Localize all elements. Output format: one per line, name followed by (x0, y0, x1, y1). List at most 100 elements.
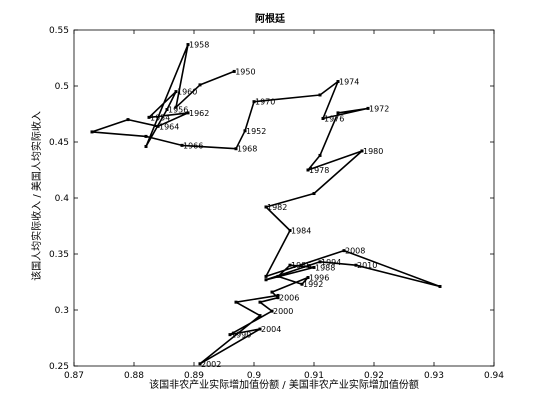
x-axis-label: 该国非农产业实际增加值份额 / 美国非农产业实际增加值份额 (149, 378, 419, 391)
point-label: 1994 (321, 258, 341, 267)
point-label: 1988 (315, 263, 335, 272)
data-point (234, 147, 238, 151)
point-label: 1972 (369, 104, 389, 113)
point-label: 1992 (303, 280, 323, 289)
data-point (90, 130, 94, 134)
data-point (198, 362, 202, 366)
data-point (336, 111, 340, 115)
y-tick-label: 0.3 (55, 306, 69, 316)
data-point (165, 108, 169, 112)
y-tick-label: 0.55 (49, 26, 69, 36)
point-label: 1966 (183, 141, 203, 150)
data-point (270, 309, 274, 313)
data-point (174, 105, 178, 109)
data-point (258, 314, 262, 318)
data-point (264, 278, 268, 282)
x-tick-label: 0.88 (124, 371, 144, 381)
x-tick-label: 0.94 (484, 371, 504, 381)
data-point (318, 260, 322, 264)
data-point (276, 274, 280, 278)
x-tick-label: 0.87 (64, 371, 84, 381)
point-label: 1984 (291, 226, 311, 235)
data-point (288, 263, 292, 267)
point-label: 1996 (309, 274, 329, 283)
point-label: 1970 (255, 98, 275, 107)
data-point (258, 327, 262, 331)
point-label: 2004 (261, 325, 281, 334)
point-label: 1976 (324, 114, 344, 123)
data-point (186, 111, 190, 115)
y-axis-label: 该国人均实际收入 / 美国人均实际收入 (30, 111, 43, 281)
data-point (252, 100, 256, 104)
data-point (232, 69, 236, 73)
y-tick-label: 0.25 (49, 362, 69, 372)
x-tick-label: 0.9 (247, 371, 262, 381)
data-point (276, 296, 280, 300)
y-tick-label: 0.45 (49, 138, 69, 148)
point-label: 1986 (291, 261, 311, 270)
point-label: 2008 (345, 247, 365, 256)
data-point (264, 274, 268, 278)
data-point (306, 168, 310, 172)
data-point (144, 134, 148, 138)
data-point (342, 249, 346, 253)
point-label: 1980 (363, 147, 383, 156)
data-point (264, 205, 268, 209)
point-label: 2010 (357, 261, 377, 270)
data-point (174, 90, 178, 94)
x-tick-label: 0.91 (304, 371, 324, 381)
data-point (438, 284, 442, 288)
point-label: 1960 (177, 88, 197, 97)
data-point (147, 115, 151, 119)
data-point (198, 83, 202, 87)
point-label: 1950 (235, 67, 255, 76)
data-point (270, 290, 274, 294)
data-point (321, 116, 325, 120)
data-point (300, 282, 304, 286)
y-tick-label: 0.4 (55, 194, 70, 204)
data-point (228, 333, 232, 337)
data-point (186, 43, 190, 47)
data-point (288, 228, 292, 232)
point-label: 1952 (246, 127, 266, 136)
data-point (243, 129, 247, 133)
point-label: 1982 (267, 203, 287, 212)
point-label: 2000 (273, 307, 293, 316)
point-label: 1978 (309, 166, 329, 175)
data-point (234, 300, 238, 304)
data-point (312, 192, 316, 196)
data-point (156, 124, 160, 128)
point-label: 1954 (150, 113, 170, 122)
x-tick-label: 0.93 (424, 371, 444, 381)
data-point (318, 153, 322, 157)
data-point (126, 118, 130, 122)
data-point (144, 144, 148, 148)
point-label: 1958 (189, 41, 209, 50)
y-axis: 0.25 0.3 0.35 0.4 0.45 0.5 0.55 (49, 26, 494, 372)
plot-area: 1950 1958 1956 1960 1954 1962 1964 1966 1968 1952… (90, 41, 442, 369)
data-point (366, 106, 370, 110)
x-axis: 0.87 0.88 0.89 0.9 0.91 0.92 0.93 0.94 (64, 30, 504, 381)
data-point (312, 265, 316, 269)
y-tick-label: 0.5 (55, 82, 69, 92)
point-label: 1964 (159, 122, 179, 131)
x-tick-label: 0.92 (364, 371, 384, 381)
data-point (276, 293, 280, 297)
x-tick-label: 0.89 (184, 371, 204, 381)
point-label: 1962 (189, 109, 209, 118)
point-label: 2006 (279, 294, 299, 303)
y-tick-label: 0.35 (49, 250, 69, 260)
point-label: 1968 (237, 145, 257, 154)
data-point (258, 300, 262, 304)
data-point (306, 276, 310, 280)
data-point (180, 143, 184, 147)
data-point (336, 80, 340, 84)
point-label: 1956 (168, 106, 188, 115)
point-label: 1974 (339, 78, 359, 87)
chart-title: 阿根廷 (255, 12, 286, 25)
data-point (360, 149, 364, 153)
point-label: 1990 (231, 331, 251, 340)
data-point (318, 93, 322, 97)
